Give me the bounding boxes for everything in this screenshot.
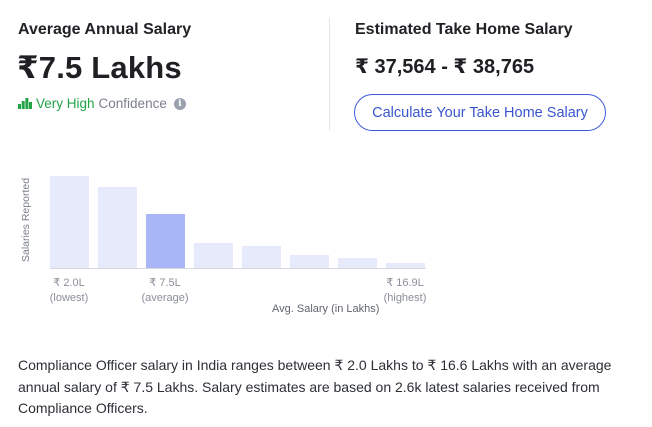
take-home-range: ₹ 37,564 - ₹ 38,765 [355, 56, 535, 78]
chart-x-label: Avg. Salary (in Lakhs) [272, 303, 380, 315]
tick-average: ₹ 7.5L (average) [130, 276, 200, 306]
summary-divider [329, 18, 330, 131]
signal-bars-icon [18, 98, 32, 109]
histogram-bar [386, 263, 425, 268]
average-salary-value: ₹7.5 Lakhs [17, 50, 182, 85]
salary-histogram [50, 176, 425, 268]
histogram-bar [242, 246, 281, 268]
tick-lowest-caption: (lowest) [49, 292, 89, 304]
tick-highest: ₹ 16.9L (highest) [370, 276, 440, 306]
histogram-bar [290, 255, 329, 268]
histogram-bar [146, 214, 185, 268]
histogram-bar [194, 243, 233, 268]
tick-highest-value: ₹ 16.9L [386, 277, 424, 289]
tick-average-value: ₹ 7.5L [149, 277, 181, 289]
info-icon[interactable]: i [173, 97, 186, 110]
tick-highest-caption: (highest) [383, 292, 427, 304]
take-home-title: Estimated Take Home Salary [355, 21, 573, 38]
tick-lowest-value: ₹ 2.0L [53, 277, 85, 289]
average-salary-title: Average Annual Salary [18, 21, 192, 38]
salary-description: Compliance Officer salary in India range… [18, 357, 612, 416]
histogram-bar [98, 187, 137, 268]
calculate-take-home-button[interactable]: Calculate Your Take Home Salary [354, 94, 606, 131]
tick-average-caption: (average) [141, 292, 189, 304]
chart-baseline [50, 268, 426, 269]
tick-lowest: ₹ 2.0L (lowest) [34, 276, 104, 306]
confidence-level: Very High [36, 96, 95, 111]
confidence-indicator: Very High Confidence i [18, 96, 186, 111]
confidence-label: Confidence [98, 96, 167, 111]
histogram-bar [50, 176, 89, 268]
histogram-bar [338, 258, 377, 268]
